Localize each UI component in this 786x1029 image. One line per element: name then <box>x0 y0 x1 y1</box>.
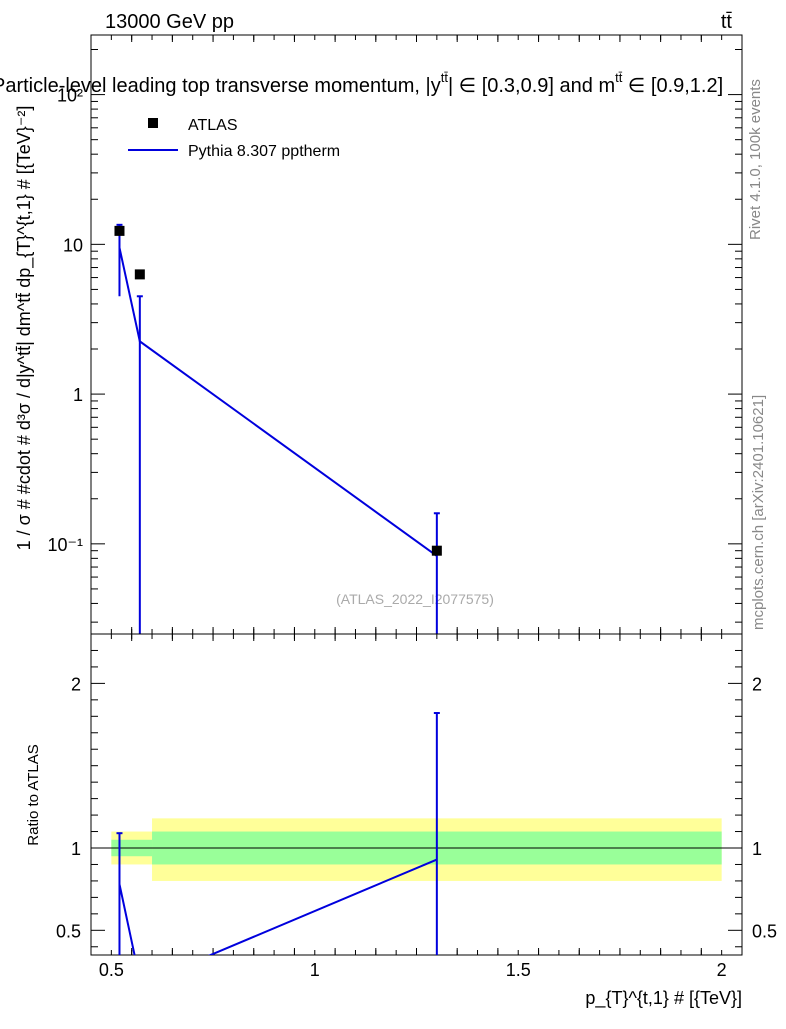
ratio-y-tick-label: 0.5 <box>56 921 81 941</box>
x-tick-label: 1.5 <box>506 960 531 980</box>
analysis-watermark: (ATLAS_2022_I2077575) <box>336 591 494 607</box>
x-tick-label: 1 <box>310 960 320 980</box>
data-point <box>114 225 125 236</box>
x-tick-label: 0.5 <box>99 960 124 980</box>
legend-mc-label: Pythia 8.307 pptherm <box>188 143 340 160</box>
ratio-frame <box>90 633 743 956</box>
main-y-tick-label: 1 <box>73 385 83 405</box>
y-axis-label-main: 1 / σ # #cdot # d³σ / d|y^tt̄| dm^tt̄ dp… <box>14 106 35 551</box>
ratio-y-tick-label: 1 <box>71 839 81 859</box>
plot-title: Particle-level leading top transverse mo… <box>0 70 723 97</box>
ratio-mc-line-b <box>207 858 438 955</box>
ratio-mc-line-a <box>118 884 136 955</box>
ratio-y-tick-label-right: 1 <box>752 839 762 859</box>
x-tick-label: 2 <box>717 960 727 980</box>
data-point <box>134 269 145 280</box>
mc-series-line <box>118 247 438 557</box>
process-label: tt̄ <box>721 11 733 33</box>
mcplots-label: mcplots.cern.ch [arXiv:2401.10621] <box>750 395 767 630</box>
data-point <box>431 545 442 556</box>
ratio-y-tick-label-right: 0.5 <box>752 921 777 941</box>
main-y-tick-label: 10⁻¹ <box>47 535 83 555</box>
legend-data-marker <box>148 118 158 128</box>
ratio-y-tick-label: 2 <box>71 674 81 694</box>
ratio-y-tick-label-right: 2 <box>752 674 762 694</box>
y-axis-label-ratio: Ratio to ATLAS <box>25 744 42 845</box>
energy-label: 13000 GeV pp <box>105 11 234 33</box>
legend-data-label: ATLAS <box>188 117 238 134</box>
x-axis-label: p_{T}^{t,1} # [{TeV}] <box>585 988 742 1009</box>
rivet-label: Rivet 4.1.0, 100k events <box>747 79 764 240</box>
ratio-panel: 0.5 0.5 1 1 2 2 0.5 1 1.5 2 <box>56 633 777 980</box>
main-y-tick-label: 10 <box>63 235 83 255</box>
main-y-tick-label: 10² <box>57 86 83 106</box>
